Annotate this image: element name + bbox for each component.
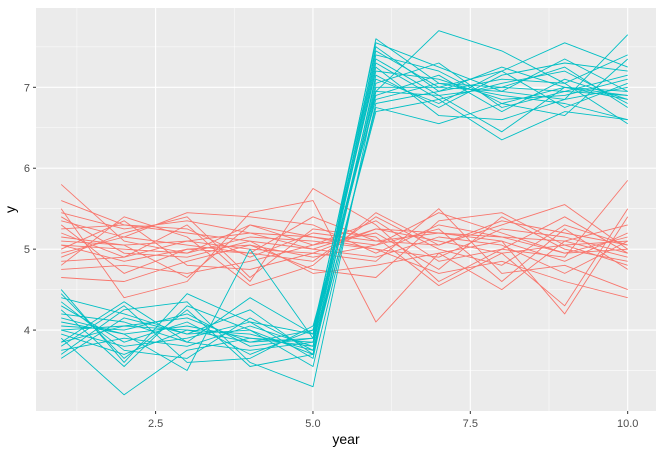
y-axis-ticks: 4 5 6 7: [24, 82, 36, 337]
x-tick-label: 7.5: [463, 418, 478, 430]
series-line-a-14: [61, 208, 628, 291]
major-gridlines: [36, 8, 656, 411]
y-tick-label: 4: [24, 325, 30, 337]
series-line-a-11: [61, 228, 628, 282]
series-line-b-39: [60, 42, 628, 343]
x-axis-ticks: 2.5 5.0 7.5 10.0: [148, 411, 638, 430]
series-line-b-33: [60, 66, 628, 367]
series-line-a-13: [61, 188, 628, 282]
series-line-a-12: [60, 200, 629, 323]
y-axis-title: y: [2, 206, 18, 213]
series-line-a-17: [61, 224, 628, 299]
series-lines: [60, 30, 629, 396]
y-tick-label: 5: [24, 244, 30, 256]
series-line-b-36: [60, 30, 628, 388]
x-tick-label: 5.0: [305, 418, 320, 430]
series-line-a-20: [61, 216, 628, 262]
series-line-a-15: [61, 208, 629, 307]
x-tick-label: 10.0: [617, 418, 638, 430]
series-line-a-9: [61, 232, 628, 274]
x-axis-title: year: [332, 431, 360, 447]
series-line-b-40: [60, 58, 629, 367]
y-tick-label: 7: [24, 82, 30, 94]
x-tick-label: 2.5: [148, 418, 163, 430]
y-tick-label: 6: [24, 163, 30, 175]
